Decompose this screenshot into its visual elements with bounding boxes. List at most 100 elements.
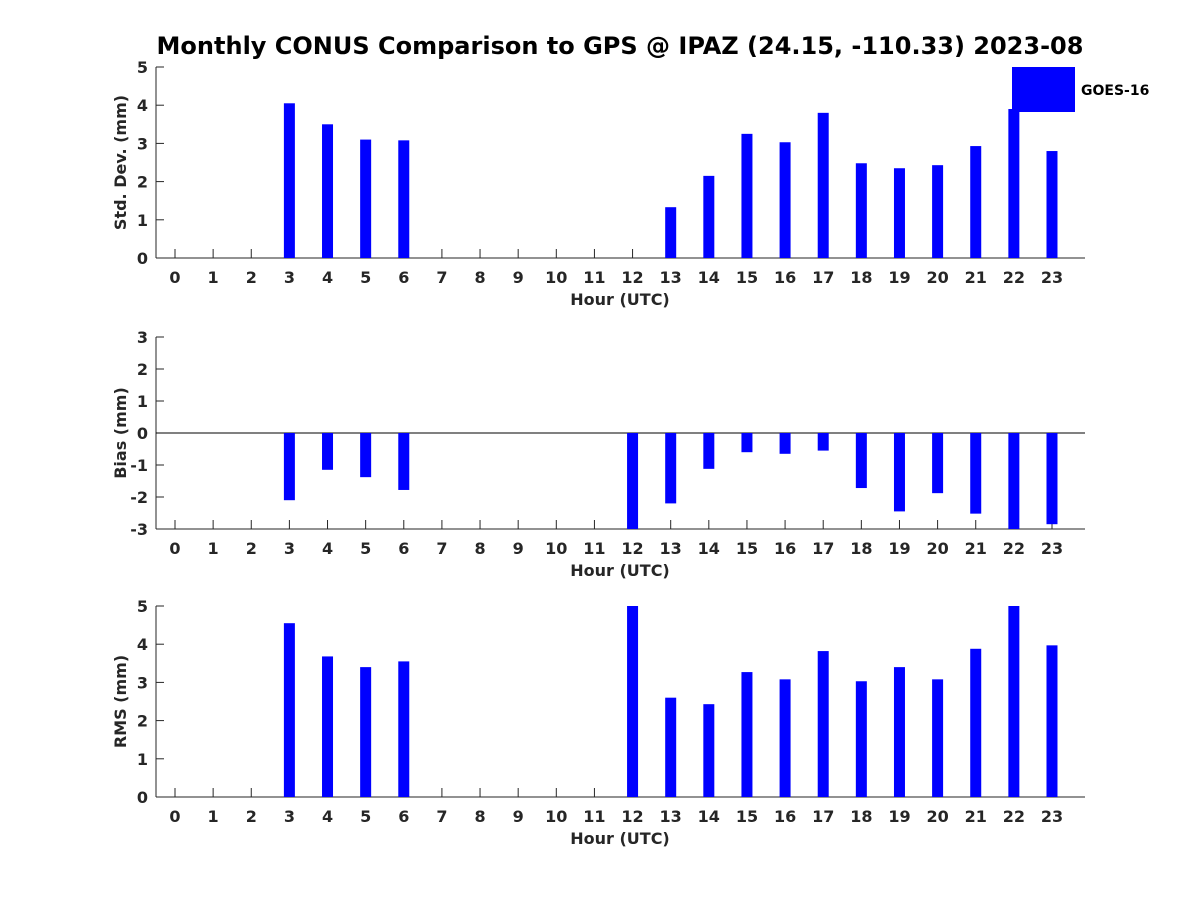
x-tick-label: 21 <box>965 807 987 826</box>
y-tick-label: 5 <box>137 597 148 616</box>
bar-bias-hour-13 <box>665 433 677 504</box>
x-tick-label: 1 <box>208 539 219 558</box>
x-tick-label: 11 <box>583 268 605 287</box>
y-axis-label: Std. Dev. (mm) <box>111 95 130 230</box>
x-tick-label: 3 <box>284 268 295 287</box>
x-tick-label: 14 <box>698 539 720 558</box>
x-tick-label: 22 <box>1003 807 1025 826</box>
x-tick-label: 17 <box>812 268 834 287</box>
x-axis-label: Hour (UTC) <box>570 829 670 848</box>
bar-rms-hour-21 <box>970 648 982 797</box>
x-tick-label: 15 <box>736 807 758 826</box>
bar-std-dev-hour-5 <box>360 139 372 258</box>
x-tick-label: 13 <box>660 268 682 287</box>
x-tick-label: 0 <box>169 807 180 826</box>
bar-rms-hour-4 <box>322 656 334 797</box>
x-tick-label: 15 <box>736 268 758 287</box>
bar-rms-hour-6 <box>398 661 410 797</box>
chart-title: Monthly CONUS Comparison to GPS @ IPAZ (… <box>157 32 1084 60</box>
bar-bias-hour-6 <box>398 433 410 490</box>
bar-bias-hour-19 <box>893 433 905 512</box>
x-tick-label: 18 <box>850 807 872 826</box>
bar-std-dev-hour-4 <box>322 124 334 258</box>
bar-bias-hour-17 <box>817 433 829 451</box>
bar-bias-hour-22 <box>1008 433 1020 529</box>
x-tick-label: 2 <box>246 539 257 558</box>
x-tick-label: 1 <box>208 268 219 287</box>
x-tick-label: 12 <box>621 807 643 826</box>
bar-rms-hour-5 <box>360 667 372 797</box>
bar-std-dev-hour-20 <box>932 165 944 258</box>
bar-bias-hour-14 <box>703 433 715 469</box>
x-tick-label: 6 <box>398 268 409 287</box>
bar-rms-hour-16 <box>779 679 791 797</box>
y-tick-label: 2 <box>137 712 148 731</box>
bar-rms-hour-12 <box>627 606 639 797</box>
bar-bias-hour-16 <box>779 433 791 454</box>
bar-rms-hour-15 <box>741 672 753 797</box>
x-tick-label: 10 <box>545 807 567 826</box>
x-tick-label: 8 <box>474 268 485 287</box>
x-tick-label: 3 <box>284 539 295 558</box>
bar-std-dev-hour-18 <box>855 163 867 258</box>
bar-rms-hour-23 <box>1046 645 1058 797</box>
bar-std-dev-hour-17 <box>817 112 829 258</box>
x-tick-label: 10 <box>545 268 567 287</box>
y-tick-label: -3 <box>130 520 148 539</box>
x-tick-label: 4 <box>322 807 333 826</box>
y-tick-label: 1 <box>137 750 148 769</box>
y-axis-label: Bias (mm) <box>111 387 130 479</box>
legend-label-goes-16: GOES-16 <box>1081 83 1149 99</box>
x-tick-label: 18 <box>850 268 872 287</box>
bar-rms-hour-14 <box>703 704 715 797</box>
bar-std-dev-hour-19 <box>893 168 905 258</box>
y-tick-label: 4 <box>137 635 148 654</box>
x-tick-label: 4 <box>322 268 333 287</box>
bar-std-dev-hour-22 <box>1008 109 1020 259</box>
bar-rms-hour-22 <box>1008 606 1020 797</box>
x-tick-label: 6 <box>398 539 409 558</box>
x-tick-label: 5 <box>360 807 371 826</box>
y-tick-label: -1 <box>130 456 148 475</box>
x-tick-label: 11 <box>583 539 605 558</box>
x-tick-label: 16 <box>774 807 796 826</box>
x-tick-label: 5 <box>360 268 371 287</box>
x-tick-label: 5 <box>360 539 371 558</box>
x-tick-label: 17 <box>812 807 834 826</box>
bar-std-dev-hour-6 <box>398 140 410 258</box>
x-tick-label: 4 <box>322 539 333 558</box>
y-tick-label: 2 <box>137 360 148 379</box>
x-tick-label: 3 <box>284 807 295 826</box>
x-tick-label: 22 <box>1003 539 1025 558</box>
bar-rms-hour-17 <box>817 651 829 797</box>
y-tick-label: 3 <box>137 673 148 692</box>
y-tick-label: 2 <box>137 173 148 192</box>
bar-bias-hour-21 <box>970 433 982 514</box>
bar-rms-hour-19 <box>893 667 905 797</box>
x-tick-label: 15 <box>736 539 758 558</box>
x-tick-label: 6 <box>398 807 409 826</box>
bar-bias-hour-15 <box>741 433 753 453</box>
x-tick-label: 9 <box>513 268 524 287</box>
x-tick-label: 19 <box>888 807 910 826</box>
x-tick-label: 0 <box>169 268 180 287</box>
x-tick-label: 19 <box>888 539 910 558</box>
x-tick-label: 8 <box>474 539 485 558</box>
bar-std-dev-hour-23 <box>1046 151 1058 258</box>
x-tick-label: 20 <box>926 807 948 826</box>
y-tick-label: 0 <box>137 788 148 807</box>
bar-bias-hour-20 <box>932 433 944 494</box>
x-tick-label: 1 <box>208 807 219 826</box>
x-axis-label: Hour (UTC) <box>570 290 670 309</box>
x-tick-label: 8 <box>474 807 485 826</box>
x-tick-label: 16 <box>774 268 796 287</box>
x-tick-label: 23 <box>1041 268 1063 287</box>
x-tick-label: 20 <box>926 539 948 558</box>
x-tick-label: 12 <box>621 539 643 558</box>
bar-bias-hour-3 <box>283 433 295 501</box>
y-tick-label: -2 <box>130 488 148 507</box>
